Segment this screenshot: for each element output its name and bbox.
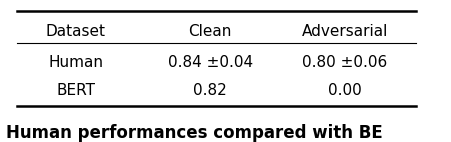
Text: 0.84 ±0.04: 0.84 ±0.04 [167, 55, 252, 70]
Text: Dataset: Dataset [46, 24, 106, 39]
Text: 0.82: 0.82 [193, 83, 226, 98]
Text: Human: Human [48, 55, 103, 70]
Text: BERT: BERT [56, 83, 95, 98]
Text: Adversarial: Adversarial [301, 24, 387, 39]
Text: 0.80 ±0.06: 0.80 ±0.06 [301, 55, 387, 70]
Text: Clean: Clean [188, 24, 231, 39]
Text: Human performances compared with BE: Human performances compared with BE [6, 124, 382, 142]
Text: 0.00: 0.00 [327, 83, 361, 98]
